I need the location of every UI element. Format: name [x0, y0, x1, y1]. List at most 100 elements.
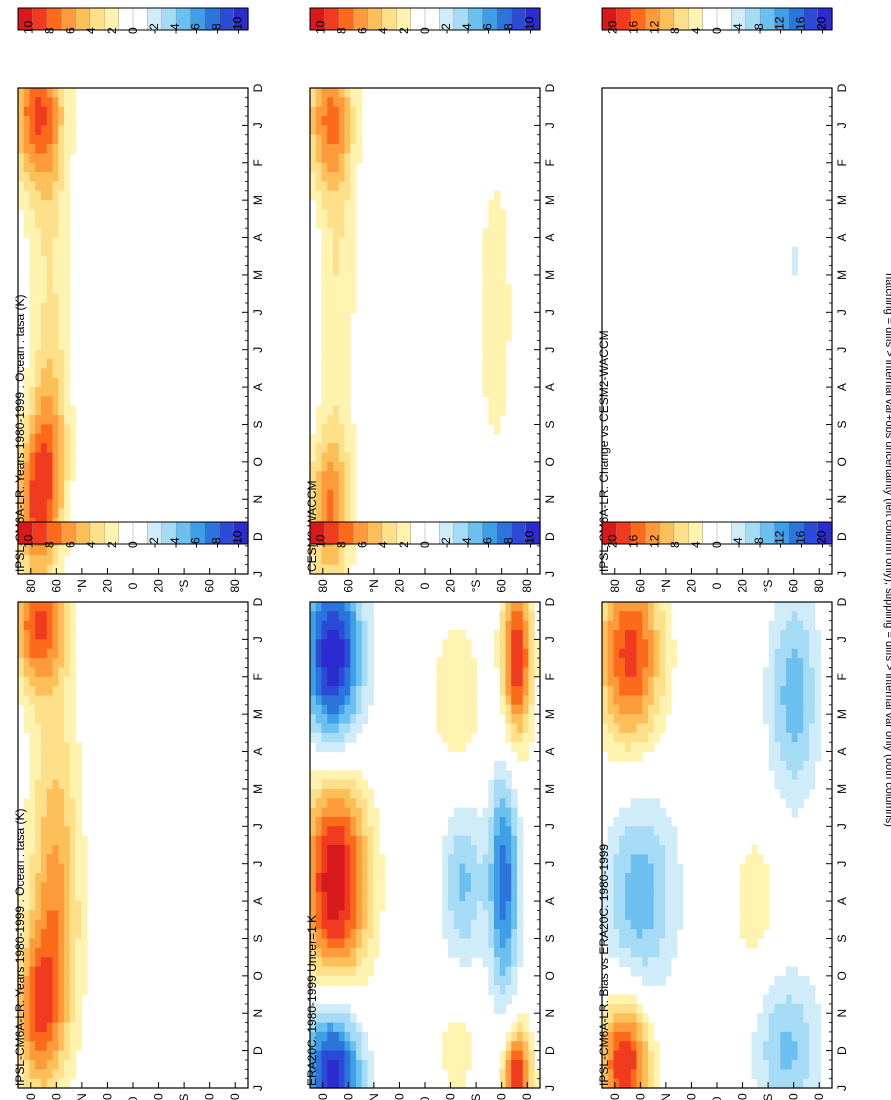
heatmap-cell [465, 1059, 472, 1070]
heatmap-cell [476, 947, 484, 958]
heatmap-cell [786, 1013, 793, 1024]
heatmap-cell [607, 658, 615, 669]
heatmap-cell [367, 1050, 374, 1061]
heatmap-cell [517, 611, 524, 622]
heatmap-cell [607, 667, 615, 678]
month-tick-label: F [835, 159, 849, 166]
heatmap-cell [46, 985, 54, 996]
colorbar-swatch [424, 7, 441, 31]
heatmap-cell [607, 882, 615, 893]
heatmap-cell [23, 910, 31, 921]
heatmap-cell [327, 209, 334, 220]
heatmap-cell [356, 816, 363, 827]
heatmap-cell [505, 1059, 512, 1070]
heatmap-cell [46, 97, 54, 108]
heatmap-cell [636, 639, 643, 650]
heatmap-cell [315, 901, 323, 912]
heatmap-cell [69, 826, 77, 837]
heatmap-cell [517, 620, 524, 631]
heatmap-cell [29, 340, 36, 351]
heatmap-cell [786, 695, 793, 706]
heatmap-cell [448, 1078, 455, 1089]
heatmap-cell [338, 321, 346, 332]
heatmap-cell [58, 807, 65, 818]
heatmap-cell [791, 639, 799, 650]
heatmap-cell [442, 882, 449, 893]
lat-tick-label: 0 [418, 582, 432, 589]
heatmap-cell [803, 779, 810, 790]
heatmap-cell [35, 312, 42, 323]
heatmap-cell [361, 676, 369, 687]
heatmap-cell [29, 1069, 36, 1080]
heatmap-cell [333, 639, 340, 650]
heatmap-cell [69, 901, 77, 912]
heatmap-cell [625, 1013, 632, 1024]
heatmap-cell [18, 489, 25, 500]
heatmap-cell [448, 929, 455, 940]
heatmap-cell [333, 891, 340, 902]
heatmap-cell [494, 882, 501, 893]
heatmap-cell [522, 658, 530, 669]
heatmap-cell [58, 667, 65, 678]
heatmap-cell [52, 312, 59, 323]
heatmap-cell [64, 265, 71, 276]
heatmap-cell [786, 1031, 793, 1042]
heatmap-cell [511, 957, 518, 968]
heatmap-cell [315, 975, 323, 986]
heatmap-cell [344, 835, 351, 846]
heatmap-cell [619, 1041, 626, 1052]
lat-tick-label: 0 [126, 582, 140, 589]
heatmap-cell [333, 246, 340, 257]
heatmap-cell [482, 891, 489, 902]
heatmap-cell [350, 630, 357, 640]
heatmap-cell [29, 246, 36, 257]
heatmap-cell [52, 1003, 59, 1014]
heatmap-cell [338, 732, 346, 743]
month-tick-label: J [543, 861, 557, 867]
heatmap-cell [46, 555, 54, 566]
colorbar-swatch [60, 521, 77, 545]
heatmap-cell [333, 116, 340, 126]
heatmap-cell [356, 863, 363, 874]
heatmap-cell [619, 910, 626, 921]
heatmap-cell [58, 499, 65, 510]
heatmap-cell [338, 602, 346, 612]
heatmap-cell [327, 172, 334, 183]
heatmap-cell [653, 938, 661, 949]
heatmap-cell [809, 602, 816, 612]
lat-tick-label: 80 [24, 1093, 38, 1100]
heatmap-cell [64, 274, 71, 285]
heatmap-cell [442, 667, 449, 678]
heatmap-cell [64, 424, 71, 435]
colorbar-label: -8 [502, 23, 516, 34]
heatmap-cell [333, 340, 340, 351]
heatmap-cell [310, 882, 317, 893]
heatmap-cell [494, 387, 501, 398]
heatmap-cell [653, 891, 661, 902]
heatmap-cell [791, 779, 799, 790]
heatmap-cell [642, 910, 649, 921]
heatmap-cell [786, 1041, 793, 1052]
heatmap-cell [35, 153, 42, 164]
colorbar-swatch [89, 7, 105, 31]
heatmap-cell [52, 218, 59, 229]
heatmap-cell [619, 882, 626, 893]
heatmap-cell [52, 499, 59, 510]
heatmap-cell [636, 816, 643, 827]
heatmap-cell [522, 1013, 530, 1024]
heatmap-cell [511, 602, 518, 612]
heatmap-cell [809, 732, 816, 743]
heatmap-cell [310, 891, 317, 902]
heatmap-cell [482, 321, 489, 332]
heatmap-cell [327, 667, 334, 678]
heatmap-cell [350, 480, 357, 491]
heatmap-cell [671, 901, 678, 912]
heatmap-cell [636, 919, 643, 930]
heatmap-cell [602, 658, 609, 669]
heatmap-cell [35, 910, 42, 921]
heatmap-cell [636, 798, 643, 809]
colorbar-swatch [673, 7, 689, 31]
heatmap-cell [58, 994, 65, 1005]
heatmap-cell [35, 882, 42, 893]
heatmap-cell [511, 704, 518, 715]
